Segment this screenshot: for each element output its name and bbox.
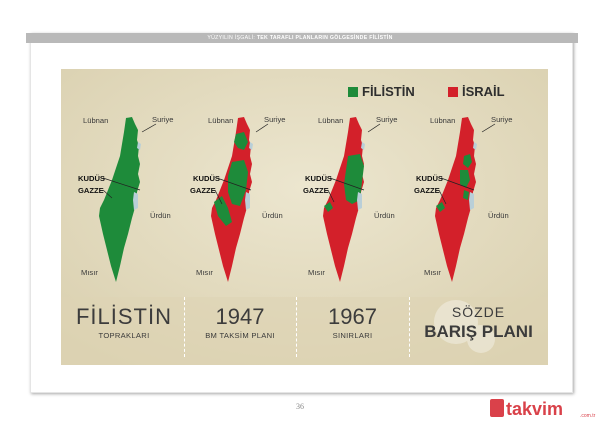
- caption-sub-1: TOPRAKLARI: [98, 331, 150, 340]
- label-syria-1: Suriye: [152, 115, 174, 124]
- takvim-logo: takvim .com.tr: [490, 399, 596, 419]
- logo-domain: .com.tr: [580, 413, 596, 419]
- label-egypt-3: Mısır: [308, 268, 325, 277]
- header-bar: [26, 33, 578, 43]
- territory-palestine-enclave-2: [460, 170, 470, 188]
- label-egypt-4: Mısır: [424, 268, 441, 277]
- galilee-lake: [137, 142, 141, 150]
- header-part1: YÜZYILIN İŞGALİ:: [207, 35, 256, 41]
- map-palestine-lands: [99, 117, 141, 282]
- dead-sea: [245, 192, 250, 210]
- caption-title-4: BARIŞ PLANI: [424, 322, 533, 341]
- label-lebanon-2: Lübnan: [208, 116, 234, 125]
- galilee-lake: [473, 142, 477, 150]
- label-jordan-3: Ürdün: [374, 211, 395, 220]
- label-jordan-1: Ürdün: [150, 211, 171, 220]
- caption-title-1: FİLİSTİN: [75, 304, 172, 329]
- separator-3: [409, 297, 410, 357]
- territory-palestine-westbank: [344, 154, 364, 204]
- map-peace-plan: [435, 117, 477, 282]
- legend-israel-label: İSRAİL: [462, 84, 505, 99]
- header-fold: [565, 33, 578, 43]
- label-jerusalem-1: KUDÜS: [78, 174, 106, 183]
- territory-palestine-gaza: [324, 202, 333, 212]
- caption-title-3: 1967: [328, 304, 377, 329]
- label-gaza-3: GAZZE: [303, 186, 329, 195]
- label-syria-2: Suriye: [264, 115, 286, 124]
- label-jordan-2: Ürdün: [262, 211, 283, 220]
- label-syria-4: Suriye: [491, 115, 513, 124]
- territory-palestine-westbank: [228, 160, 248, 206]
- territory-palestine: [99, 117, 140, 282]
- label-jerusalem-2: KUDÜS: [193, 174, 221, 183]
- label-jerusalem-4: KUDÜS: [416, 174, 444, 183]
- territory-palestine-enclave-3: [463, 190, 469, 200]
- logo-wordmark: takvim: [506, 399, 563, 419]
- label-gaza-2: GAZZE: [190, 186, 216, 195]
- label-gaza-4: GAZZE: [414, 186, 440, 195]
- legend-palestine-label: FİLİSTİN: [362, 84, 415, 99]
- caption-title-2: 1947: [215, 304, 265, 329]
- label-egypt-1: Mısır: [81, 268, 98, 277]
- separator-2: [296, 297, 297, 357]
- caption-title-top-4: SÖZDE: [451, 304, 506, 320]
- running-header: YÜZYILIN İŞGALİ: TEK TARAFLI PLANLARIN G…: [0, 33, 600, 43]
- dead-sea: [133, 192, 138, 210]
- territory-palestine-enclave-1: [463, 154, 472, 168]
- label-egypt-2: Mısır: [196, 268, 213, 277]
- territory-palestine-gaza: [436, 202, 445, 212]
- label-jerusalem-3: KUDÜS: [305, 174, 333, 183]
- israel-swatch: [448, 86, 458, 97]
- palestine-swatch: [348, 86, 358, 97]
- galilee-lake: [249, 142, 253, 150]
- galilee-lake: [361, 142, 365, 150]
- legend-palestine: FİLİSTİN: [348, 84, 415, 99]
- label-lebanon-3: Lübnan: [318, 116, 344, 125]
- label-lebanon-1: Lübnan: [83, 116, 109, 125]
- map-1967-borders: [323, 117, 365, 282]
- page-number: 36: [296, 402, 304, 411]
- header-part2: TEK TARAFLI PLANLARIN GÖLGESİNDE FİLİSTİ…: [256, 35, 393, 41]
- label-syria-3: Suriye: [376, 115, 398, 124]
- label-jordan-4: Ürdün: [488, 211, 509, 220]
- label-gaza-1: GAZZE: [78, 186, 104, 195]
- separator-1: [184, 297, 185, 357]
- legend-israel: İSRAİL: [448, 84, 505, 99]
- map-1947-partition: [211, 117, 253, 282]
- caption-sub-2: BM TAKSİM PLANI: [205, 331, 275, 340]
- label-lebanon-4: Lübnan: [430, 116, 456, 125]
- territory-palestine-galilee: [234, 132, 248, 150]
- dead-sea: [357, 192, 362, 210]
- territory-palestine-gaza: [214, 196, 232, 226]
- dead-sea: [469, 192, 474, 210]
- caption-sub-3: SINIRLARI: [332, 331, 373, 340]
